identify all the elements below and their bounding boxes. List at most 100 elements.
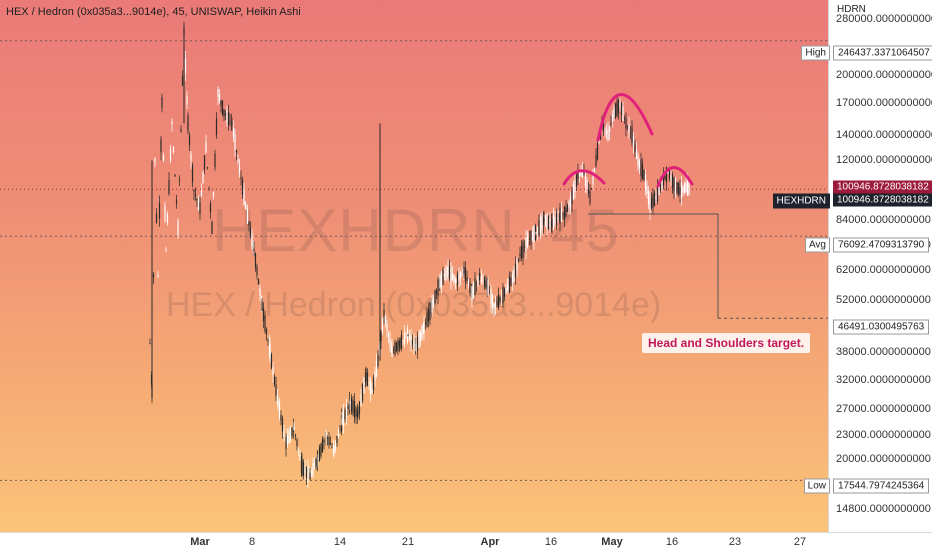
symbol-price-tag: HEXHDRN 100946.8728038182 <box>772 193 932 209</box>
candle-body <box>395 342 398 352</box>
candle-body <box>301 458 303 476</box>
candle-body <box>656 185 659 202</box>
candle-body <box>586 180 588 190</box>
candle-body <box>670 175 672 181</box>
candle-body <box>321 438 324 453</box>
candle-body <box>572 184 575 200</box>
avg-price-tag: Avg 76092.4709313790 <box>804 237 930 253</box>
candle-body <box>294 434 297 437</box>
candle-body <box>525 237 527 252</box>
price-axis[interactable]: HDRN 280000.0000000000 200000.0000000000 1… <box>772 0 932 532</box>
chart-plot-area[interactable]: HEXHDRN, 45 HEX / Hedron (0x035a3...9014… <box>0 0 828 532</box>
candle-body <box>203 155 206 170</box>
candle-body <box>559 207 561 225</box>
candle-body <box>244 202 247 209</box>
candle-body <box>463 266 465 274</box>
candle-body <box>152 274 155 278</box>
candle-body <box>272 367 274 375</box>
candle-body <box>683 183 686 194</box>
candle-body <box>634 143 636 152</box>
candle-body <box>511 274 514 283</box>
candle-body <box>403 333 406 345</box>
candle-body <box>326 437 329 439</box>
candle-body <box>549 218 551 228</box>
candle-body <box>265 329 268 335</box>
candle-body <box>616 100 618 117</box>
candle-body <box>217 89 219 97</box>
candle-body <box>421 325 423 340</box>
candle-body <box>426 312 428 327</box>
candle-body <box>477 275 479 285</box>
candle-body <box>328 436 330 446</box>
candle-body <box>499 297 501 303</box>
candle-body <box>527 240 529 242</box>
candle-body <box>245 207 247 209</box>
candle-body <box>162 155 165 161</box>
candle-body <box>565 207 567 217</box>
price-axis-tick: 120000.0000000000 <box>836 154 932 167</box>
time-axis[interactable]: Mar81421Apr1623May162327 <box>0 532 932 551</box>
candle-body <box>320 443 322 456</box>
candle-body <box>241 179 244 196</box>
candle-body <box>526 236 529 247</box>
candle-body <box>202 172 204 184</box>
price-axis-tick: 23000.0000000000 <box>836 429 931 442</box>
candle-body <box>439 275 441 288</box>
candle-body <box>315 458 317 468</box>
candle-body <box>205 141 207 153</box>
candle-body <box>631 126 633 144</box>
candle-body <box>286 435 289 445</box>
time-axis-tick: 8 <box>248 536 256 548</box>
candle-body <box>613 108 615 117</box>
candle-body <box>164 205 166 222</box>
candle-body <box>345 404 348 418</box>
candle-body <box>625 118 627 129</box>
candle-body <box>530 230 532 245</box>
candle-body <box>595 155 597 166</box>
candle-body <box>555 213 558 226</box>
candle-body <box>487 279 489 295</box>
candle-body <box>350 397 353 412</box>
candle-body <box>180 129 182 131</box>
candle-body <box>374 371 376 381</box>
candle-body <box>647 190 650 205</box>
price-axis-tick: 200000.0000000000 <box>836 69 932 82</box>
candle-body <box>369 379 372 395</box>
candle-body <box>554 216 556 225</box>
candle-body <box>575 174 578 187</box>
candle-body <box>199 202 201 215</box>
candle-body <box>329 443 332 445</box>
candle-body <box>221 100 224 115</box>
candle-body <box>280 414 282 421</box>
candle-body <box>211 221 213 235</box>
candle-body <box>584 171 587 186</box>
candle-body <box>677 183 680 196</box>
candle-body <box>682 185 684 193</box>
candle-body <box>394 342 396 355</box>
candle-body <box>206 167 209 169</box>
candle-body <box>372 377 375 390</box>
candle-body <box>480 273 483 283</box>
candle-body <box>371 388 373 394</box>
candle-body <box>191 165 194 183</box>
candle-body <box>598 141 600 143</box>
candle-body <box>496 300 498 306</box>
candle-body <box>443 273 446 277</box>
candle-body <box>566 205 569 212</box>
candle-body <box>538 219 540 236</box>
candle-body <box>155 213 158 223</box>
candle-body <box>223 109 225 116</box>
candle-body <box>336 435 338 444</box>
candle-body <box>522 241 524 258</box>
candle-body <box>535 231 537 233</box>
right-shoulder-marker <box>656 166 694 188</box>
candle-body <box>547 215 550 229</box>
head-and-shoulders-annotation[interactable]: Head and Shoulders target. <box>642 333 811 353</box>
candle-body <box>568 201 570 208</box>
avg-value: 76092.4709313790 <box>833 237 930 253</box>
candle-body <box>643 170 645 180</box>
candle-body <box>232 127 235 138</box>
time-axis-tick: 23 <box>728 536 742 548</box>
candle-body <box>551 219 553 228</box>
avg-label: Avg <box>804 237 830 253</box>
